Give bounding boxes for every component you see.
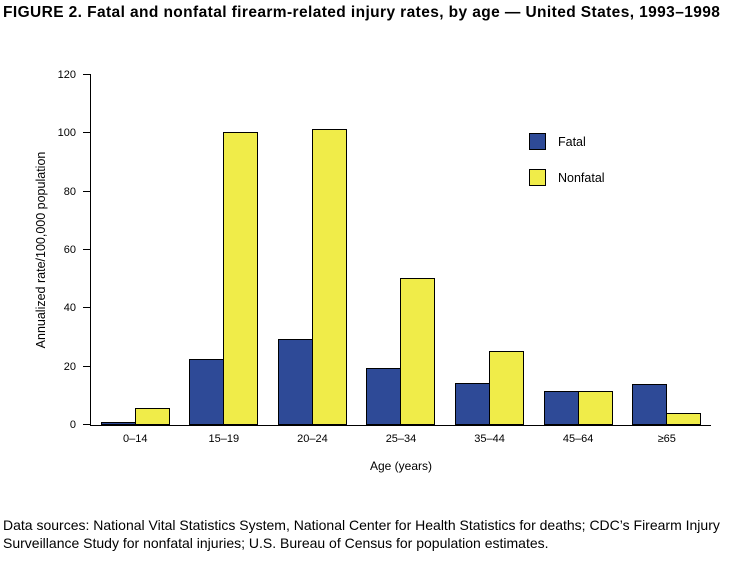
figure-title: FIGURE 2. Fatal and nonfatal firearm-rel… (3, 4, 721, 21)
y-tick (83, 424, 91, 425)
legend-label: Fatal (558, 134, 586, 149)
bar-group (180, 75, 269, 425)
x-tick-label: 35–44 (474, 433, 505, 445)
bar-nonfatal-≥65 (666, 413, 702, 425)
bar-nonfatal-35–44 (489, 350, 525, 425)
bar-group (534, 75, 623, 425)
bar-group (268, 75, 357, 425)
x-tick-label: 25–34 (385, 433, 417, 445)
legend-swatch-nonfatal (529, 169, 546, 186)
legend-item-nonfatal: Nonfatal (529, 169, 605, 186)
bar-nonfatal-20–24 (311, 128, 347, 425)
bar-fatal-≥65 (632, 384, 668, 425)
bar-nonfatal-25–34 (400, 277, 436, 425)
bar-group (622, 75, 711, 425)
bar-nonfatal-0–14 (134, 407, 170, 425)
y-tick (83, 249, 91, 250)
legend-label: Nonfatal (558, 170, 605, 185)
x-tick-label: 0–14 (123, 433, 148, 445)
bar-nonfatal-45–64 (577, 391, 613, 425)
bar-fatal-15–19 (189, 359, 225, 425)
legend-item-fatal: Fatal (529, 133, 605, 150)
legend-swatch-fatal (529, 133, 546, 150)
y-tick-label: 60 (63, 244, 76, 256)
bar-fatal-20–24 (277, 338, 313, 425)
x-tick-label: ≥65 (657, 433, 676, 445)
y-tick-label: 40 (63, 302, 76, 315)
x-tick-label: 15–19 (208, 433, 240, 445)
x-axis-label: Age (years) (369, 459, 433, 473)
x-tick-label: 45–64 (562, 433, 594, 445)
bar-fatal-0–14 (100, 422, 136, 425)
y-tick (83, 132, 91, 134)
y-tick (83, 365, 91, 367)
bar-chart: Annualized rate/100,000 population Age (… (34, 69, 711, 473)
bar-fatal-35–44 (455, 382, 491, 425)
y-tick (83, 190, 91, 192)
y-tick (83, 74, 91, 75)
legend: Fatal Nonfatal (529, 133, 605, 205)
y-tick-label: 100 (57, 127, 76, 140)
y-tick-label: 20 (63, 360, 76, 373)
bar-group (445, 75, 534, 425)
y-tick-label: 120 (57, 69, 76, 81)
y-tick-label: 80 (63, 185, 76, 198)
y-tick (83, 307, 91, 309)
data-sources-note: Data sources: National Vital Statistics … (3, 517, 720, 552)
bar-nonfatal-15–19 (223, 131, 259, 425)
bar-group (357, 75, 446, 425)
x-tick-label: 20–24 (297, 433, 328, 445)
bar-fatal-45–64 (543, 391, 579, 425)
y-tick-label: 0 (69, 419, 76, 431)
bar-group (91, 75, 180, 425)
bar-fatal-25–34 (366, 368, 402, 425)
